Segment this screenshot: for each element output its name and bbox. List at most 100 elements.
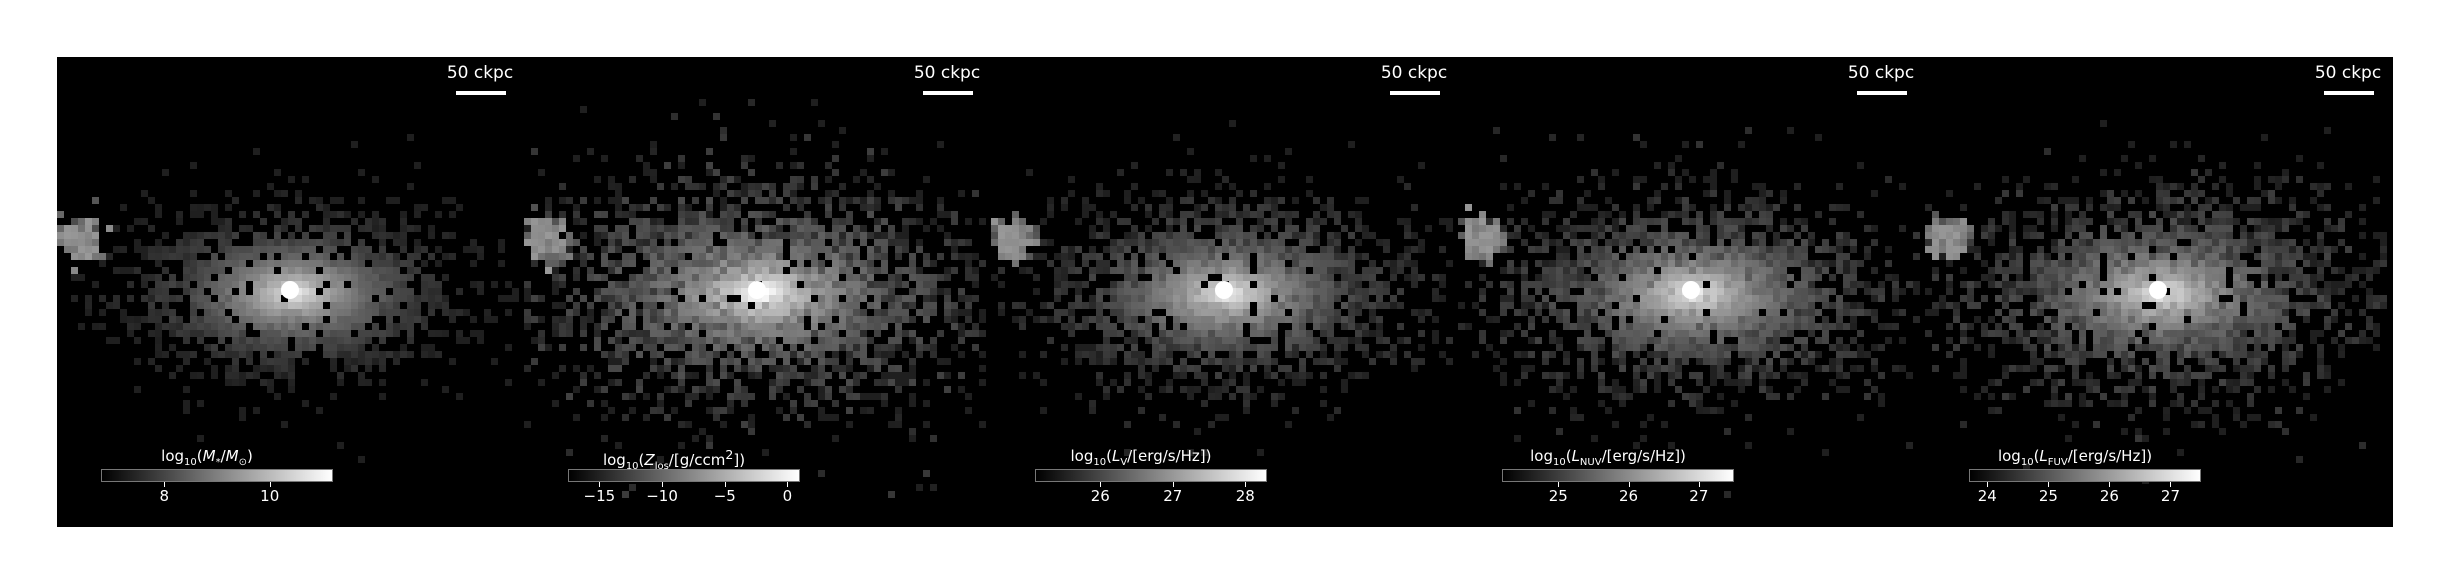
- map-pixel: [1187, 274, 1194, 281]
- map-pixel: [1668, 281, 1675, 288]
- map-pixel: [2191, 316, 2198, 323]
- map-pixel: [629, 407, 636, 414]
- map-pixel: [1752, 197, 1759, 204]
- map-pixel: [1187, 148, 1194, 155]
- map-pixel: [2268, 253, 2275, 260]
- map-pixel: [678, 330, 685, 337]
- map-pixel: [225, 190, 232, 197]
- map-pixel: [64, 246, 71, 253]
- map-pixel: [274, 302, 281, 309]
- map-pixel: [748, 190, 755, 197]
- map-pixel: [1780, 281, 1787, 288]
- map-pixel: [867, 323, 874, 330]
- map-pixel: [1808, 288, 1815, 295]
- map-pixel: [372, 309, 379, 316]
- map-pixel: [1131, 183, 1138, 190]
- map-pixel: [421, 260, 428, 267]
- map-pixel: [615, 211, 622, 218]
- map-pixel: [197, 372, 204, 379]
- map-pixel: [1591, 295, 1598, 302]
- map-pixel: [2030, 267, 2037, 274]
- map-pixel: [1913, 288, 1920, 295]
- map-pixel: [2142, 274, 2149, 281]
- map-pixel: [874, 281, 881, 288]
- map-pixel: [1626, 393, 1633, 400]
- map-pixel: [2296, 218, 2303, 225]
- map-pixel: [2163, 274, 2170, 281]
- map-pixel: [78, 274, 85, 281]
- map-pixel: [239, 302, 246, 309]
- map-pixel: [288, 239, 295, 246]
- map-pixel: [713, 218, 720, 225]
- map-pixel: [839, 204, 846, 211]
- map-pixel: [1654, 323, 1661, 330]
- map-pixel: [1591, 344, 1598, 351]
- map-pixel: [2233, 274, 2240, 281]
- map-pixel: [720, 183, 727, 190]
- map-pixel: [825, 176, 832, 183]
- map-pixel: [811, 260, 818, 267]
- map-pixel: [1479, 309, 1486, 316]
- map-pixel: [776, 302, 783, 309]
- map-pixel: [267, 344, 274, 351]
- map-pixel: [2142, 288, 2149, 295]
- map-pixel: [832, 330, 839, 337]
- map-pixel: [1075, 246, 1082, 253]
- map-pixel: [1598, 218, 1605, 225]
- map-pixel: [232, 281, 239, 288]
- map-pixel: [2191, 372, 2198, 379]
- map-pixel: [741, 162, 748, 169]
- map-pixel: [524, 316, 531, 323]
- map-pixel: [1542, 211, 1549, 218]
- map-pixel: [281, 302, 288, 309]
- map-pixel: [846, 316, 853, 323]
- map-pixel: [1731, 232, 1738, 239]
- map-pixel: [1605, 260, 1612, 267]
- map-pixel: [2114, 274, 2121, 281]
- map-pixel: [1047, 337, 1054, 344]
- map-pixel: [2072, 421, 2079, 428]
- map-pixel: [622, 344, 629, 351]
- map-pixel: [2282, 323, 2289, 330]
- map-pixel: [1306, 330, 1313, 337]
- map-pixel: [1633, 274, 1640, 281]
- map-pixel: [1369, 302, 1376, 309]
- map-pixel: [1243, 253, 1250, 260]
- map-pixel: [1292, 260, 1299, 267]
- map-pixel: [608, 197, 615, 204]
- map-pixel: [274, 281, 281, 288]
- map-pixel: [832, 351, 839, 358]
- map-pixel: [1362, 288, 1369, 295]
- map-pixel: [1528, 323, 1535, 330]
- map-pixel: [608, 337, 615, 344]
- map-pixel: [1759, 344, 1766, 351]
- map-pixel: [1577, 253, 1584, 260]
- map-pixel: [1383, 239, 1390, 246]
- map-pixel: [1815, 260, 1822, 267]
- map-pixel: [1222, 414, 1229, 421]
- map-pixel: [288, 211, 295, 218]
- map-pixel: [1166, 351, 1173, 358]
- map-pixel: [1675, 330, 1682, 337]
- map-pixel: [671, 358, 678, 365]
- map-pixel: [2107, 372, 2114, 379]
- map-pixel: [1731, 176, 1738, 183]
- map-pixel: [734, 386, 741, 393]
- map-pixel: [1243, 302, 1250, 309]
- map-pixel: [1542, 316, 1549, 323]
- map-pixel: [1334, 232, 1341, 239]
- map-pixel: [839, 239, 846, 246]
- map-pixel: [888, 232, 895, 239]
- map-pixel: [1236, 316, 1243, 323]
- map-pixel: [1878, 344, 1885, 351]
- map-pixel: [1187, 330, 1194, 337]
- map-pixel: [288, 323, 295, 330]
- map-pixel: [288, 351, 295, 358]
- map-pixel: [1159, 344, 1166, 351]
- map-pixel: [2205, 169, 2212, 176]
- map-pixel: [790, 176, 797, 183]
- map-pixel: [1640, 288, 1647, 295]
- map-pixel: [643, 239, 650, 246]
- map-pixel: [1082, 344, 1089, 351]
- map-pixel: [337, 239, 344, 246]
